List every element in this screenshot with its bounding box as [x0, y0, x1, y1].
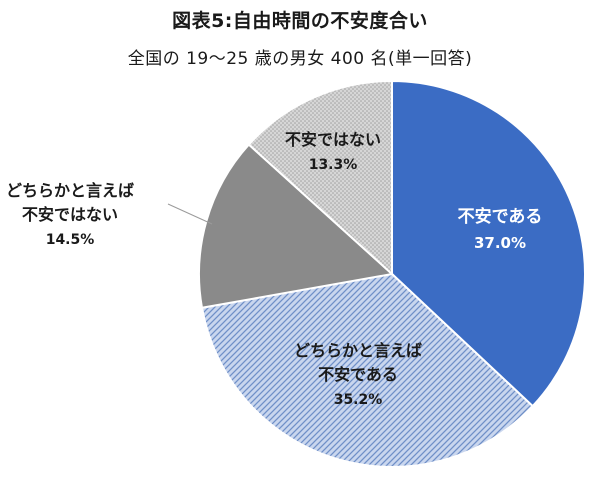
- slice-category-label: 不安ではない: [22, 205, 118, 224]
- slice-value-label: 14.5%: [46, 232, 95, 248]
- chart-title: 図表5:自由時間の不安度合い: [172, 10, 428, 32]
- slice-value-label: 37.0%: [474, 234, 526, 252]
- pie-slice-1: [391, 79, 586, 408]
- slice-category-label: どちらかと言えば: [294, 341, 422, 360]
- slice-value-label: 13.3%: [309, 157, 358, 173]
- slice-category-label: どちらかと言えば: [6, 181, 134, 200]
- slice-label-1: 不安である 37.0%: [458, 206, 543, 252]
- leader-line-3: [167, 203, 213, 225]
- slice-category-label: 不安である: [318, 365, 398, 384]
- slice-label-4: 不安ではない 13.3%: [285, 130, 381, 173]
- pie-slice-3: [198, 143, 395, 309]
- chart-subtitle: 全国の 19～25 歳の男女 400 名(単一回答): [127, 49, 473, 69]
- slice-category-label: 不安である: [458, 206, 543, 227]
- slice-value-label: 35.2%: [334, 392, 383, 408]
- pie-slice-4: [247, 79, 393, 277]
- pie-slice-2: [200, 272, 535, 468]
- slice-category-label: 不安ではない: [285, 130, 381, 149]
